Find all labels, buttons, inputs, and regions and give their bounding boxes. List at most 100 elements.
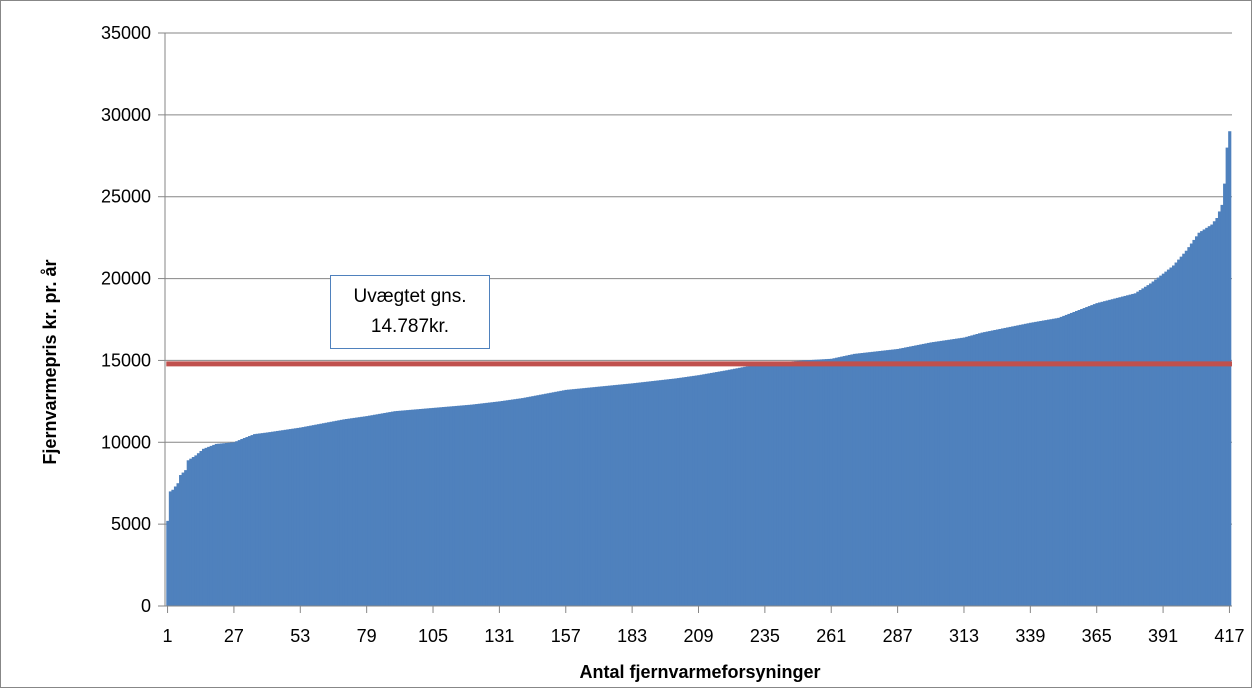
bar-415 [1223, 183, 1227, 606]
bar-249 [799, 360, 803, 606]
bar-348 [1052, 318, 1056, 606]
bar-190 [648, 381, 652, 606]
bar-320 [980, 332, 984, 606]
bar-18 [209, 445, 213, 606]
bar-367 [1100, 301, 1104, 606]
bar-9 [186, 460, 190, 606]
bar-182 [628, 383, 632, 606]
bar-98 [413, 409, 418, 606]
bar-241 [778, 362, 783, 606]
bar-67 [334, 420, 338, 606]
bar-6 [179, 475, 183, 606]
bar-132 [500, 400, 504, 606]
bar-361 [1085, 307, 1089, 606]
x-tick-label-287: 287 [883, 626, 913, 646]
bar-246 [791, 361, 795, 606]
bar-62 [321, 423, 326, 606]
bar-170 [597, 386, 601, 606]
bar-188 [643, 381, 647, 606]
bar-160 [572, 389, 576, 606]
bar-360 [1082, 308, 1086, 606]
bar-139 [518, 398, 522, 606]
y-tick-label-15000: 15000 [101, 350, 151, 370]
x-tick-label-1: 1 [163, 626, 173, 646]
x-tick-label-105: 105 [418, 626, 448, 646]
bar-330 [1006, 327, 1010, 606]
bar-319 [978, 333, 982, 606]
bar-143 [528, 396, 532, 606]
bar-329 [1003, 327, 1007, 606]
bar-306 [944, 340, 948, 606]
bar-331 [1008, 326, 1012, 606]
bar-30 [240, 439, 244, 606]
bar-175 [610, 385, 614, 606]
bar-133 [503, 400, 507, 606]
bar-370 [1108, 299, 1112, 606]
bar-251 [804, 360, 808, 606]
bar-215 [712, 372, 716, 606]
bar-69 [339, 419, 344, 606]
bar-340 [1031, 322, 1035, 606]
bar-76 [357, 417, 361, 606]
bar-236 [766, 363, 770, 606]
bar-141 [523, 397, 527, 606]
bar-158 [567, 389, 571, 606]
bar-19 [212, 444, 216, 606]
bar-398 [1179, 256, 1183, 606]
bar-292 [909, 346, 913, 606]
bar-162 [577, 388, 581, 606]
bar-116 [459, 405, 463, 606]
bar-229 [748, 365, 752, 606]
bar-225 [738, 367, 742, 606]
bar-79 [365, 416, 369, 606]
bar-104 [429, 408, 433, 606]
bar-321 [983, 332, 987, 606]
bar-273 [860, 353, 864, 606]
bar-417 [1228, 131, 1232, 607]
bar-25 [227, 442, 231, 606]
bar-40 [265, 432, 269, 606]
bar-317 [972, 334, 977, 606]
bar-358 [1077, 310, 1081, 606]
bar-352 [1062, 315, 1066, 606]
bar-282 [883, 350, 887, 606]
bar-118 [464, 405, 469, 606]
bar-90 [393, 411, 397, 606]
x-tick-label-53: 53 [290, 626, 310, 646]
bar-217 [717, 371, 721, 606]
bar-333 [1013, 325, 1017, 606]
bar-262 [832, 358, 836, 606]
bar-159 [569, 389, 573, 606]
bar-400 [1184, 250, 1188, 607]
bar-395 [1172, 265, 1176, 606]
bar-130 [495, 401, 499, 606]
bar-129 [493, 401, 497, 606]
bar-335 [1018, 324, 1023, 606]
bar-315 [967, 336, 971, 606]
bar-82 [373, 414, 377, 606]
bar-222 [730, 369, 734, 606]
bar-150 [546, 393, 550, 606]
bar-63 [324, 422, 328, 606]
bar-338 [1026, 323, 1030, 606]
bar-279 [875, 351, 880, 606]
bar-208 [694, 375, 698, 606]
bar-295 [916, 344, 920, 606]
x-tick-label-391: 391 [1148, 626, 1178, 646]
bar-365 [1095, 303, 1099, 606]
bar-270 [852, 353, 857, 606]
bar-146 [536, 395, 540, 606]
y-tick-label-25000: 25000 [101, 187, 151, 207]
bar-291 [906, 346, 910, 606]
bar-385 [1146, 285, 1150, 606]
bar-64 [327, 422, 331, 606]
bar-189 [646, 381, 650, 606]
bar-399 [1182, 253, 1186, 606]
bar-51 [293, 428, 298, 606]
bar-148 [541, 394, 545, 606]
bar-403 [1192, 239, 1196, 606]
bar-138 [515, 398, 520, 606]
bar-309 [952, 339, 956, 606]
bar-174 [607, 385, 612, 606]
bar-137 [513, 399, 517, 606]
